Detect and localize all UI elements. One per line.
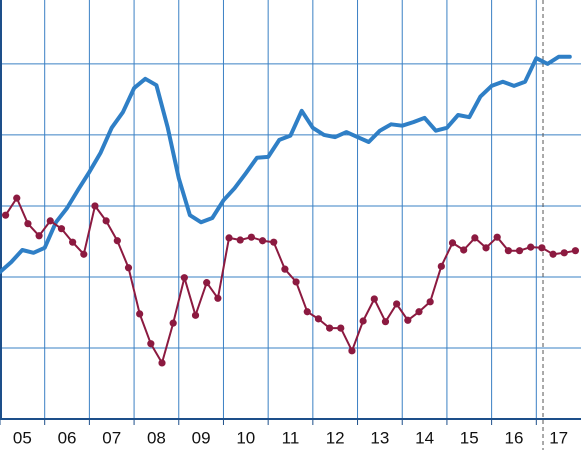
data-point bbox=[102, 217, 110, 225]
data-point bbox=[527, 243, 535, 251]
data-point bbox=[203, 279, 211, 287]
data-point bbox=[337, 324, 345, 332]
data-point bbox=[326, 324, 334, 332]
data-point bbox=[258, 237, 267, 245]
data-point bbox=[1, 211, 10, 219]
data-point bbox=[80, 250, 88, 258]
x-tick-label: 14 bbox=[415, 428, 434, 447]
data-point bbox=[504, 247, 512, 255]
data-point bbox=[415, 308, 423, 316]
data-point bbox=[225, 234, 233, 242]
data-point bbox=[136, 310, 144, 318]
data-point bbox=[158, 359, 166, 367]
data-point bbox=[515, 247, 524, 255]
data-point bbox=[281, 265, 289, 273]
data-point bbox=[147, 340, 155, 348]
x-tick-label: 05 bbox=[13, 428, 32, 447]
x-tick-label: 08 bbox=[147, 428, 166, 447]
data-point bbox=[69, 238, 77, 246]
data-point bbox=[460, 246, 468, 254]
data-point bbox=[57, 225, 66, 233]
data-point bbox=[180, 274, 188, 282]
data-point bbox=[24, 220, 32, 228]
x-tick-label: 11 bbox=[282, 428, 300, 447]
data-point bbox=[437, 262, 445, 270]
x-tick-label: 10 bbox=[236, 428, 255, 447]
x-tick-label: 13 bbox=[370, 428, 389, 447]
data-point bbox=[393, 300, 401, 308]
data-point bbox=[381, 318, 390, 326]
x-tick-label: 12 bbox=[326, 428, 345, 447]
data-point bbox=[359, 317, 367, 325]
data-point bbox=[471, 234, 479, 242]
data-point bbox=[426, 298, 434, 306]
data-point bbox=[247, 233, 255, 241]
x-tick-label: 09 bbox=[192, 428, 211, 447]
data-point bbox=[314, 315, 323, 323]
data-point bbox=[404, 316, 412, 324]
data-point bbox=[549, 250, 557, 258]
data-point bbox=[214, 294, 222, 302]
data-point bbox=[46, 217, 54, 225]
data-point bbox=[571, 247, 580, 255]
data-point bbox=[13, 194, 21, 202]
data-point bbox=[236, 236, 244, 244]
data-point bbox=[348, 347, 356, 355]
x-tick-label: 16 bbox=[505, 428, 524, 447]
x-tick-label: 15 bbox=[460, 428, 479, 447]
data-point bbox=[560, 249, 568, 257]
data-point bbox=[91, 202, 99, 210]
x-tick-label: 07 bbox=[102, 428, 121, 447]
series-line bbox=[0, 54, 572, 274]
data-point bbox=[169, 319, 177, 327]
data-point bbox=[303, 308, 311, 316]
data-point bbox=[493, 233, 501, 241]
data-point bbox=[292, 278, 300, 286]
series-line bbox=[4, 197, 577, 364]
x-tick-label: 06 bbox=[58, 428, 77, 447]
data-point bbox=[482, 244, 490, 252]
data-point bbox=[270, 238, 278, 246]
x-tick-label: 17 bbox=[549, 428, 568, 447]
data-point bbox=[124, 264, 133, 272]
data-point bbox=[191, 311, 200, 319]
data-point bbox=[35, 232, 43, 240]
data-point bbox=[538, 244, 546, 252]
data-point bbox=[448, 239, 457, 247]
data-point bbox=[113, 237, 121, 245]
data-point bbox=[370, 295, 378, 303]
